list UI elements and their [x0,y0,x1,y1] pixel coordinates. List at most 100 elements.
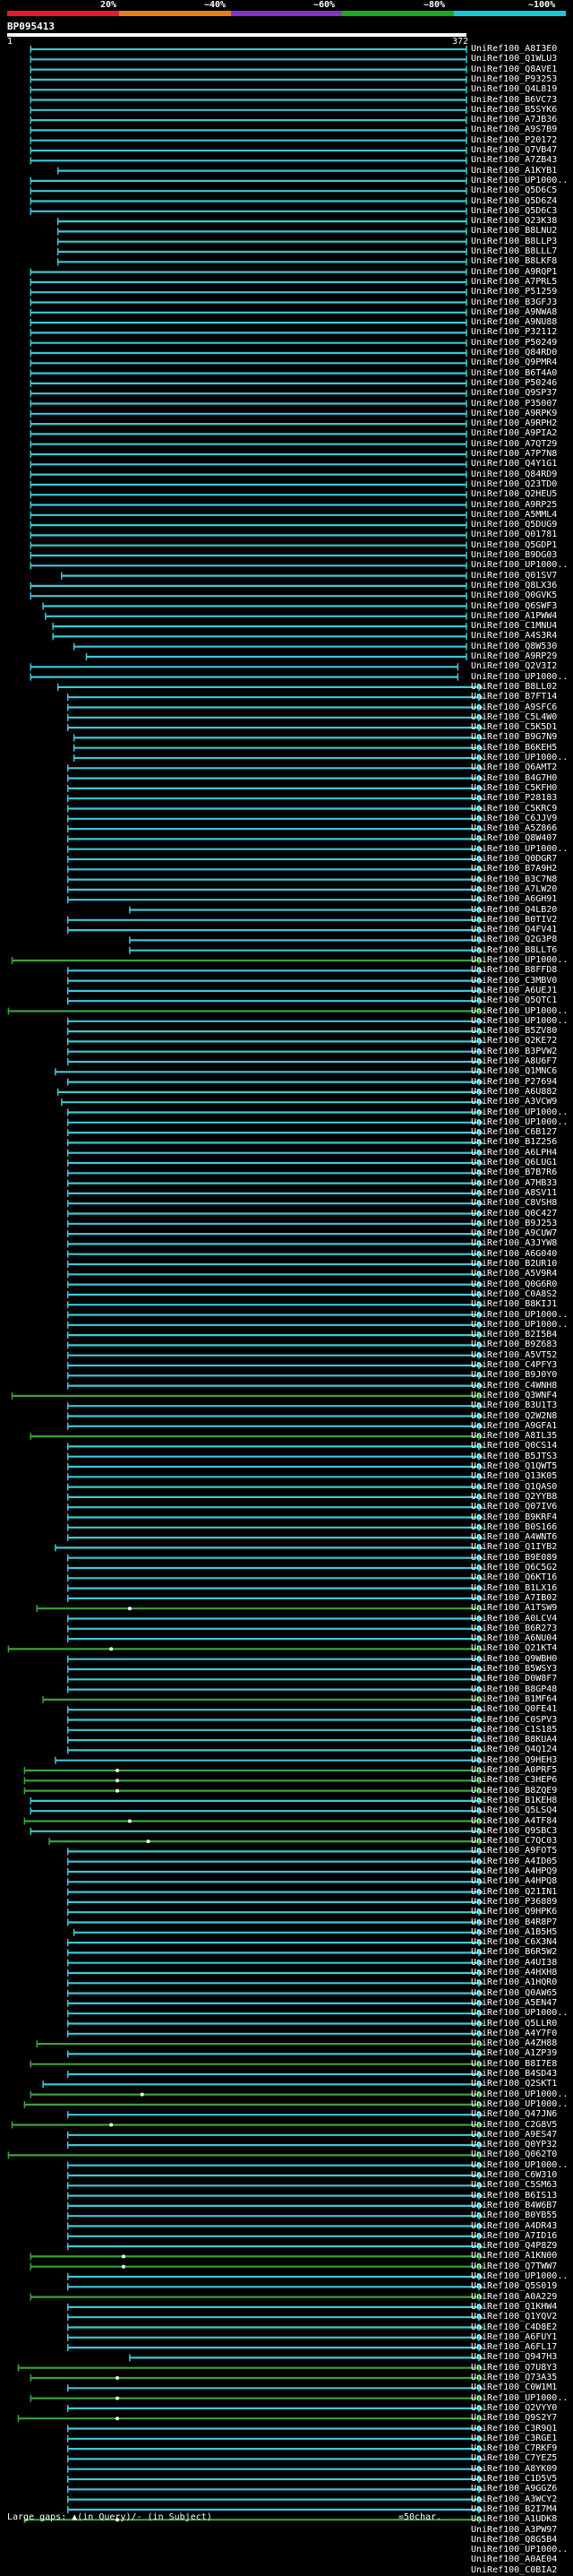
hit-label[interactable]: UniRef100_Q07IV6 [471,1502,558,1512]
hit-label[interactable]: UniRef100_UP1000.. [471,2089,569,2099]
hit-label[interactable]: UniRef100_A5EN47 [471,1997,558,2008]
hit-label[interactable]: UniRef100_C5KFH0 [471,782,558,793]
hit-label[interactable]: UniRef100_C1S185 [471,1724,558,1735]
hit-label[interactable]: UniRef100_Q5D6Z4 [471,195,558,206]
hit-label[interactable]: UniRef100_Q0YP32 [471,2140,558,2150]
hit-label[interactable]: UniRef100_B8KUA4 [471,1735,558,1745]
hit-label[interactable]: UniRef100_B3GFJ3 [471,297,558,307]
hit-label[interactable]: UniRef100_UP1000.. [471,2271,569,2281]
hit-label[interactable]: UniRef100_B8I7E8 [471,2058,558,2069]
hit-label[interactable]: UniRef100_UP1000.. [471,2008,569,2019]
hit-label[interactable]: UniRef100_B7B7R6 [471,1167,558,1178]
hit-label[interactable]: UniRef100_Q1YQV2 [471,2312,558,2322]
hit-label[interactable]: UniRef100_A9RPH2 [471,418,558,429]
hit-label[interactable]: UniRef100_Q062T0 [471,2150,558,2160]
hit-label[interactable]: UniRef100_Q5LLR0 [471,2018,558,2029]
hit-label[interactable]: UniRef100_B8LL02 [471,681,558,692]
hit-label[interactable]: UniRef100_Q23K38 [471,216,558,227]
hit-label[interactable]: UniRef100_Q4FV41 [471,925,558,935]
hit-label[interactable]: UniRef100_Q7TWW7 [471,2261,558,2271]
hit-label[interactable]: UniRef100_B3U1T3 [471,1400,558,1411]
hit-label[interactable]: UniRef100_A5VT52 [471,1349,558,1360]
hit-label[interactable]: UniRef100_A9SFC6 [471,702,558,712]
hit-label[interactable]: UniRef100_C5L4W0 [471,711,558,722]
hit-label[interactable]: UniRef100_Q5D6C3 [471,205,558,216]
hit-label[interactable]: UniRef100_B8LLP3 [471,236,558,246]
hit-label[interactable]: UniRef100_Q8W407 [471,833,558,844]
hit-label[interactable]: UniRef100_C5SM63 [471,2180,558,2191]
hit-label[interactable]: UniRef100_A7ID16 [471,2230,558,2241]
hit-label[interactable]: UniRef100_A3WCY2 [471,2494,558,2504]
hit-label[interactable]: UniRef100_B4SD43 [471,2069,558,2079]
hit-label[interactable]: UniRef100_Q1MNC6 [471,1066,558,1077]
hit-label[interactable]: UniRef100_P36889 [471,1896,558,1907]
hit-label[interactable]: UniRef100_C4PFY3 [471,1360,558,1370]
hit-label[interactable]: UniRef100_A7JB36 [471,115,558,125]
hit-label[interactable]: UniRef100_A1TSW9 [471,1603,558,1614]
hit-label[interactable]: UniRef100_B8FFD8 [471,965,558,976]
hit-label[interactable]: UniRef100_Q5LSQ4 [471,1805,558,1816]
hit-label[interactable]: UniRef100_Q9S2Y7 [471,2413,558,2424]
hit-label[interactable]: UniRef100_B4R8P7 [471,1917,558,1927]
hit-label[interactable]: UniRef100_Q9HPK6 [471,1907,558,1917]
hit-label[interactable]: UniRef100_Q4LB20 [471,904,558,915]
hit-label[interactable]: UniRef100_Q2HEU5 [471,489,558,500]
hit-label[interactable]: UniRef100_P32112 [471,327,558,338]
hit-label[interactable]: UniRef100_A9RQP1 [471,266,558,277]
hit-label[interactable]: UniRef100_Q23TD0 [471,478,558,489]
hit-label[interactable]: UniRef100_Q6SWF3 [471,600,558,611]
hit-label[interactable]: UniRef100_C4WNH8 [471,1380,558,1391]
hit-label[interactable]: UniRef100_Q4P8Z9 [471,2241,558,2252]
hit-label[interactable]: UniRef100_Q2W2N8 [471,1410,558,1421]
hit-label[interactable]: UniRef100_Q47JN6 [471,2109,558,2120]
hit-label[interactable]: UniRef100_A9NWA8 [471,306,558,317]
hit-label[interactable]: UniRef100_B8LLT6 [471,944,558,955]
hit-label[interactable]: UniRef100_B8KIJ1 [471,1299,558,1310]
hit-label[interactable]: UniRef100_B8ZQE9 [471,1785,558,1796]
hit-label[interactable]: UniRef100_Q1QWT5 [471,1461,558,1471]
hit-label[interactable]: UniRef100_A5MML4 [471,509,558,520]
hit-label[interactable]: UniRef100_B1LX16 [471,1582,558,1593]
hit-label[interactable]: UniRef100_A7P7N8 [471,449,558,459]
hit-label[interactable]: UniRef100_Q5D6C5 [471,185,558,196]
hit-label[interactable]: UniRef100_Q4Q124 [471,1745,558,1755]
hit-label[interactable]: UniRef100_B5ZV80 [471,1026,558,1037]
hit-label[interactable]: UniRef100_A4WNT6 [471,1532,558,1543]
hit-label[interactable]: UniRef100_C7YEZ5 [471,2453,558,2464]
hit-label[interactable]: UniRef100_B1KEH8 [471,1795,558,1805]
hit-label[interactable]: UniRef100_C0SPV3 [471,1714,558,1725]
hit-label[interactable]: UniRef100_B9DG03 [471,550,558,560]
hit-label[interactable]: UniRef100_Q5DUG9 [471,520,558,530]
hit-label[interactable]: UniRef100_Q1KHW4 [471,2301,558,2312]
hit-label[interactable]: UniRef100_P50246 [471,377,558,388]
hit-label[interactable]: UniRef100_Q5QTC1 [471,995,558,1006]
hit-label[interactable]: UniRef100_C3HEP6 [471,1775,558,1786]
hit-label[interactable]: UniRef100_C5KRC9 [471,803,558,814]
hit-label[interactable]: UniRef100_B1Z256 [471,1137,558,1148]
hit-label[interactable]: UniRef100_C6X3N4 [471,1937,558,1948]
hit-label[interactable]: UniRef100_A6GH91 [471,894,558,905]
hit-label[interactable]: UniRef100_Q8W530 [471,641,558,651]
hit-label[interactable]: UniRef100_Q3WNF4 [471,1390,558,1400]
hit-label[interactable]: UniRef100_UP1000.. [471,2159,569,2170]
hit-label[interactable]: UniRef100_UP1000.. [471,1309,569,1320]
hit-label[interactable]: UniRef100_A0LCV4 [471,1613,558,1624]
hit-label[interactable]: UniRef100_B2I5B4 [471,1330,558,1340]
hit-label[interactable]: UniRef100_A9RP25 [471,499,558,510]
hit-label[interactable]: UniRef100_Q84RD9 [471,469,558,479]
hit-label[interactable]: UniRef100_B8LKF8 [471,256,558,267]
hit-label[interactable]: UniRef100_UP1000.. [471,955,569,965]
hit-label[interactable]: UniRef100_Q01SV7 [471,570,558,581]
hit-label[interactable]: UniRef100_A9RPK9 [471,408,558,418]
hit-label[interactable]: UniRef100_UP1000.. [471,1005,569,1016]
hit-label[interactable]: UniRef100_B1MF64 [471,1693,558,1704]
hit-label[interactable]: UniRef100_A9RP29 [471,651,558,661]
hit-label[interactable]: UniRef100_P93253 [471,73,558,84]
hit-label[interactable]: UniRef100_Q0DGR7 [471,854,558,864]
hit-label[interactable]: UniRef100_B6VC73 [471,94,558,105]
hit-label[interactable]: UniRef100_B2UR10 [471,1259,558,1269]
hit-label[interactable]: UniRef100_A6FL17 [471,2342,558,2353]
hit-label[interactable]: UniRef100_B3C7N8 [471,874,558,884]
hit-label[interactable]: UniRef100_A5Z866 [471,823,558,834]
hit-label[interactable]: UniRef100_Q9PMR4 [471,358,558,368]
